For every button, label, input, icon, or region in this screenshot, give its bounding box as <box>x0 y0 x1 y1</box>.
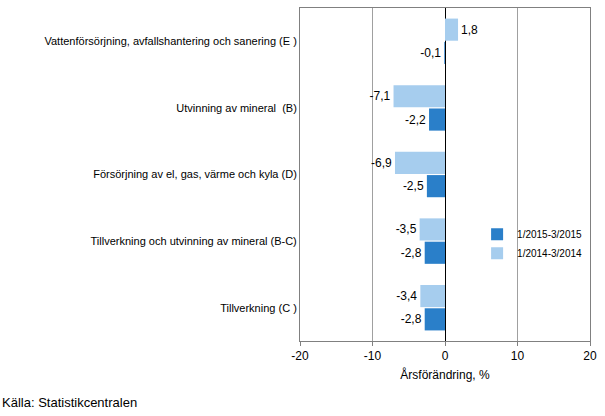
svg-text:Tillverkning (C ): Tillverkning (C ) <box>220 302 297 314</box>
svg-text:1/2014-3/2014: 1/2014-3/2014 <box>517 248 582 259</box>
svg-text:1,8: 1,8 <box>461 23 478 37</box>
svg-text:Försörjning av el, gas, värme: Försörjning av el, gas, värme och kyla (… <box>93 168 297 180</box>
svg-text:1/2015-3/2015: 1/2015-3/2015 <box>517 229 582 240</box>
svg-text:0: 0 <box>442 349 449 363</box>
svg-text:-20: -20 <box>291 349 309 363</box>
svg-text:-2,2: -2,2 <box>405 113 426 127</box>
svg-text:Vattenförsörjning, avfallshant: Vattenförsörjning, avfallshantering och … <box>44 35 296 47</box>
svg-text:10: 10 <box>511 349 525 363</box>
svg-text:Tillverkning och utvinning av: Tillverkning och utvinning av mineral (B… <box>91 235 297 247</box>
svg-text:-3,4: -3,4 <box>396 289 417 303</box>
svg-text:-10: -10 <box>364 349 382 363</box>
svg-text:-3,5: -3,5 <box>396 222 417 236</box>
svg-text:-0,1: -0,1 <box>420 46 441 60</box>
svg-text:-6,9: -6,9 <box>371 156 392 170</box>
svg-text:-2,5: -2,5 <box>403 179 424 193</box>
svg-text:-2,8: -2,8 <box>401 246 422 260</box>
svg-text:Årsförändring, %: Årsförändring, % <box>400 367 490 382</box>
svg-text:-7,1: -7,1 <box>370 89 391 103</box>
svg-text:-2,8: -2,8 <box>401 312 422 326</box>
svg-text:Källa: Statistikcentralen: Källa: Statistikcentralen <box>2 395 137 410</box>
svg-text:20: 20 <box>583 349 597 363</box>
svg-text:Utvinning av mineral (B): Utvinning av mineral (B) <box>176 102 296 114</box>
